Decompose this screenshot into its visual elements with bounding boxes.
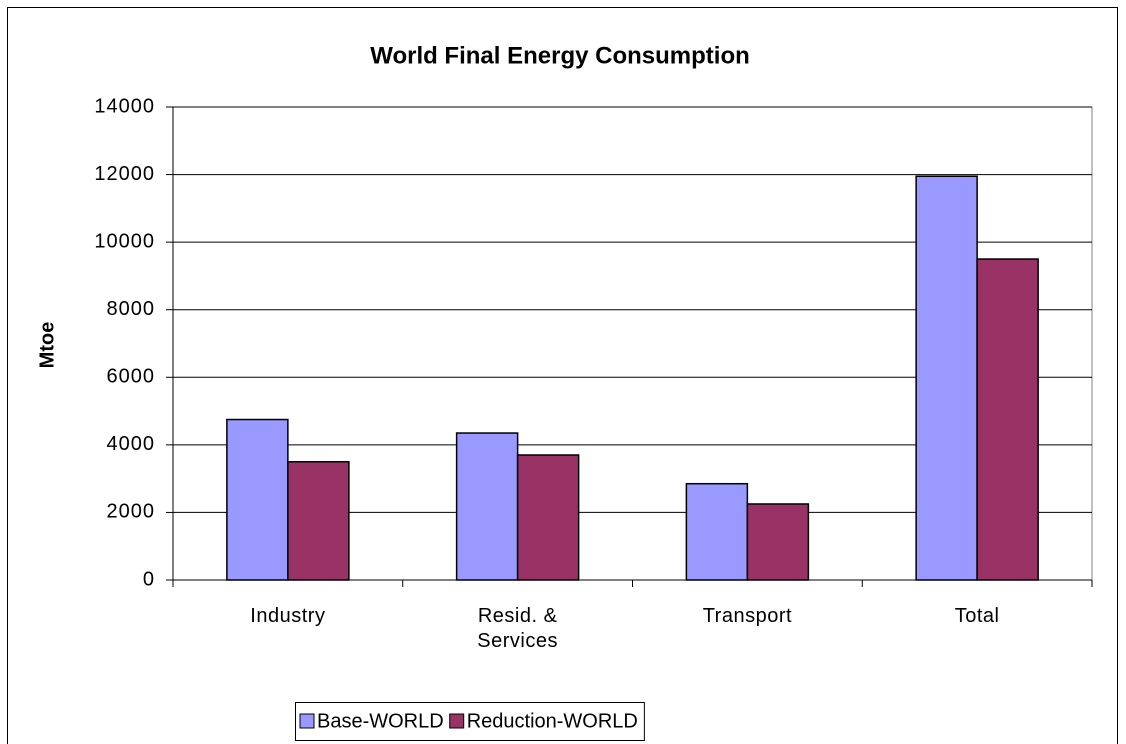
x-tick-label: Total xyxy=(954,605,1000,627)
bar xyxy=(746,503,810,581)
bar xyxy=(287,461,350,581)
bar xyxy=(226,418,289,581)
y-tick-label: 0 xyxy=(143,568,155,590)
y-tick-label: 12000 xyxy=(94,163,155,185)
x-tick-label: Transport xyxy=(702,605,793,627)
bar xyxy=(976,258,1039,581)
bar xyxy=(685,482,749,581)
chart-title: World Final Energy Consumption xyxy=(370,42,750,69)
y-tick-label: 4000 xyxy=(107,433,156,455)
x-tick-label: Industry xyxy=(250,605,326,627)
y-tick-label: 8000 xyxy=(107,298,156,320)
bar xyxy=(516,454,580,581)
legend-swatch xyxy=(449,713,465,729)
legend-box xyxy=(295,702,645,741)
y-tick-label: 2000 xyxy=(107,501,156,523)
legend-label: Reduction-WORLD xyxy=(467,710,638,732)
legend-swatch xyxy=(299,713,315,729)
x-tick-label: Resid. & Services xyxy=(477,605,558,652)
y-tick-label: 14000 xyxy=(94,95,155,117)
y-axis-label: Mtoe xyxy=(36,322,58,369)
bar xyxy=(455,432,519,581)
y-tick-label: 6000 xyxy=(107,366,156,388)
legend-label: Base-WORLD xyxy=(317,710,444,732)
bar xyxy=(915,175,978,581)
y-tick-label: 10000 xyxy=(94,230,155,252)
